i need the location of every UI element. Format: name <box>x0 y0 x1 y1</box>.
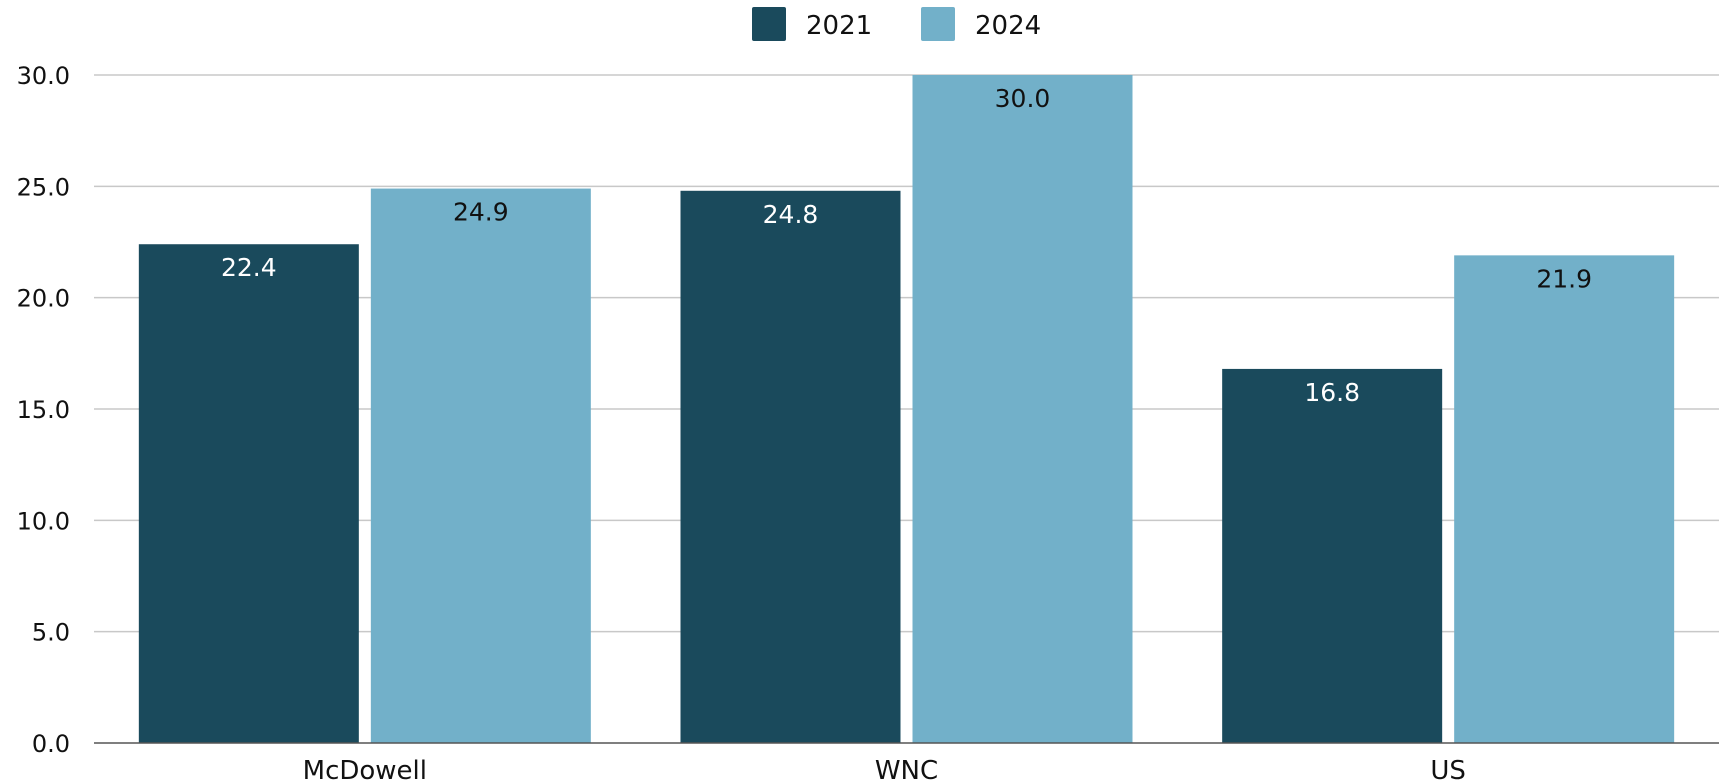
legend-swatch <box>921 7 955 41</box>
data-label: 24.8 <box>763 200 819 229</box>
legend-label: 2021 <box>806 11 872 41</box>
legend: 2021 2024 <box>752 7 1041 41</box>
bar-2021-mcdowell <box>138 244 359 743</box>
data-label: 21.9 <box>1536 264 1592 293</box>
bar-2024-mcdowell <box>370 188 591 743</box>
bar-2021-us <box>1222 368 1443 743</box>
y-tick-label: 15.0 <box>17 396 70 424</box>
data-label: 24.9 <box>453 198 509 227</box>
legend-label: 2024 <box>975 11 1041 41</box>
data-label: 16.8 <box>1304 378 1360 407</box>
data-label: 22.4 <box>221 253 277 282</box>
y-tick-label: 30.0 <box>17 62 70 90</box>
x-category-label: McDowell <box>303 756 427 784</box>
y-tick-label: 5.0 <box>32 619 70 647</box>
y-tick-label: 0.0 <box>32 730 70 758</box>
bar-2021-wnc <box>680 190 901 743</box>
y-tick-label: 10.0 <box>17 507 70 535</box>
y-tick-label: 20.0 <box>17 285 70 313</box>
y-tick-label: 25.0 <box>17 173 70 201</box>
gridlines <box>94 74 1719 633</box>
data-labels: 22.4 24.9 24.8 30.0 16.8 21.9 <box>221 84 1592 407</box>
bar-2024-wnc <box>912 75 1133 743</box>
x-category-label: US <box>1430 756 1466 784</box>
y-axis: 0.0 5.0 10.0 15.0 20.0 25.0 30.0 <box>17 62 70 758</box>
data-label: 30.0 <box>995 84 1051 113</box>
x-axis: McDowell WNC US <box>94 742 1719 784</box>
bars <box>138 75 1675 744</box>
bar-2024-us <box>1454 255 1675 744</box>
legend-swatch <box>752 7 786 41</box>
x-category-label: WNC <box>875 756 938 784</box>
